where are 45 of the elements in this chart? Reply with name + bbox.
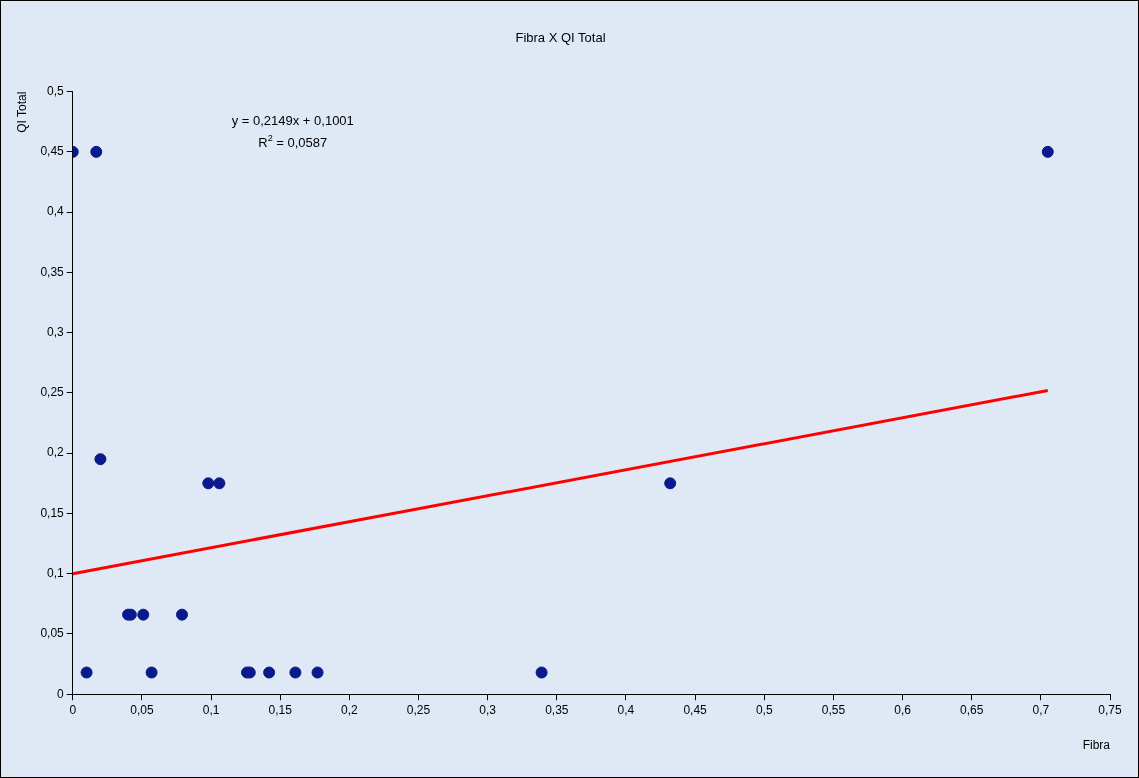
x-tick-label: 0,2 <box>341 702 359 717</box>
x-tick-label: 0,3 <box>479 702 497 717</box>
x-axis-title: Fibra <box>1082 738 1111 753</box>
y-tick-label: 0,3 <box>47 324 65 339</box>
point <box>311 666 324 679</box>
x-tick-label: 0,15 <box>268 702 293 717</box>
x-tick-label: 0,7 <box>1032 702 1050 717</box>
y-tick-label: 0,2 <box>47 445 65 460</box>
point <box>176 608 189 621</box>
point <box>202 477 215 490</box>
x-tick-label: 0,5 <box>755 702 773 717</box>
point <box>90 145 103 158</box>
x-tick-label: 0,4 <box>617 702 635 717</box>
x-tick-label: 0,55 <box>821 702 846 717</box>
x-tick-label: 0,35 <box>545 702 569 717</box>
x-tick-label: 0,05 <box>130 702 154 717</box>
x-tick-label: 0 <box>69 702 77 717</box>
point <box>289 666 302 679</box>
point <box>145 666 158 679</box>
x-tick-label: 0,25 <box>406 702 431 717</box>
point <box>1041 145 1054 158</box>
chart-title: Fibra X QI Total <box>515 30 606 46</box>
annotation: y = 0,2149x + 0,1001 <box>231 112 354 128</box>
y-tick-label: 0,5 <box>47 83 65 98</box>
point <box>263 666 276 679</box>
x-tick-label: 0,65 <box>960 702 984 717</box>
y-tick-label: 0,45 <box>40 144 65 159</box>
point <box>664 477 677 490</box>
x-tick-label: 0,45 <box>683 702 708 717</box>
x-tick-label: 0,1 <box>202 702 220 717</box>
y-tick-label: 0,1 <box>47 565 65 580</box>
x-tick-label: 0,75 <box>1098 702 1122 717</box>
y-tick-label: 0 <box>57 686 65 701</box>
y-axis-title: QI Total <box>14 91 29 133</box>
point <box>535 666 548 679</box>
point <box>137 608 150 621</box>
y-tick-label: 0,4 <box>47 204 65 219</box>
y-tick-label: 0,05 <box>40 626 65 641</box>
point <box>94 453 107 466</box>
point <box>213 477 226 490</box>
y-tick-label: 0,35 <box>40 264 65 279</box>
x-tick-label: 0,6 <box>894 702 912 717</box>
y-tick-label: 0,25 <box>40 385 65 400</box>
point <box>80 666 93 679</box>
y-tick-label: 0,15 <box>40 505 65 520</box>
